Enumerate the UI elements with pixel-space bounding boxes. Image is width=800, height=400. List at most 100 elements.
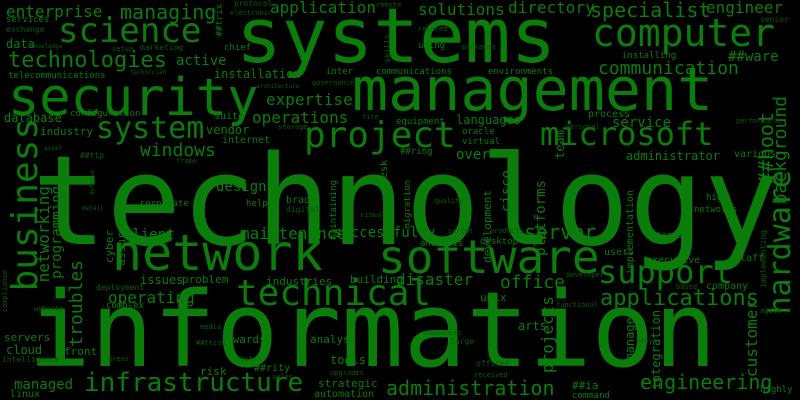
word-brad: brad <box>286 195 311 206</box>
word-directory: directory <box>508 0 595 17</box>
word-engineering: engineering <box>640 370 773 394</box>
word-risk: risk <box>200 365 227 378</box>
word-information: information <box>28 269 717 391</box>
word-integration: integration <box>649 310 663 390</box>
word-technologies: technologies <box>8 48 167 73</box>
word-detail: detail <box>82 205 104 212</box>
word-developer: developer <box>566 271 604 279</box>
word-migration: migration <box>403 180 413 229</box>
word-using: using <box>418 41 446 51</box>
word-troubles: troubles <box>66 260 87 347</box>
word-project: project <box>304 115 456 156</box>
word-maintenance: maintenance <box>240 224 346 243</box>
word-deployment: deployment <box>96 283 145 292</box>
word-functional: functional <box>556 301 599 309</box>
word-highly: highly <box>760 385 793 395</box>
word-microsoft: microsoft <box>540 115 714 153</box>
word-large: large <box>450 337 475 346</box>
word-agile: agile <box>760 307 782 315</box>
word-linux: linux <box>10 389 41 400</box>
word-ware: ##ware <box>728 49 779 65</box>
word-compliance: compliance <box>1 270 9 313</box>
word-marketing: marketing <box>140 43 184 52</box>
word-application: application <box>270 0 376 17</box>
word-complex: complex <box>106 301 144 311</box>
word-internet: internet <box>222 135 271 146</box>
word-frame: frame <box>176 157 198 165</box>
word-solutions: solutions <box>418 0 505 19</box>
word-knowledge: knowledge <box>30 43 63 50</box>
word-services: services <box>6 15 50 25</box>
word-communication: communication <box>598 58 739 79</box>
word-industry: industry <box>40 125 93 138</box>
word-ttp: ##ttp <box>80 151 105 160</box>
word-upgrades: upgrades <box>330 369 364 377</box>
word-rity: ##rity <box>254 363 291 374</box>
word-kenya: kenya <box>636 337 658 345</box>
word-issues: issues <box>140 273 184 287</box>
word-vendor: vendor <box>206 123 250 137</box>
word-specialist: specialist <box>590 0 711 22</box>
word-website: website <box>34 305 64 313</box>
word-products: products <box>490 227 524 235</box>
word-technician: technician <box>130 69 167 76</box>
word-script: script <box>448 227 474 235</box>
word-executive: executive <box>646 255 701 266</box>
word-environments: environments <box>488 67 554 77</box>
word-trix: ##trix <box>215 4 225 37</box>
word-service: service <box>612 115 672 131</box>
word-oracle: oracle <box>462 127 495 137</box>
word-operations: operations <box>252 108 349 127</box>
word-arts: arts <box>518 319 547 333</box>
word-over: over <box>456 147 490 163</box>
word-communications: communications <box>376 67 452 77</box>
word-customer: customer <box>742 300 761 378</box>
word-industries: industries <box>266 275 333 288</box>
word-platforms: platforms <box>533 180 549 256</box>
word-installation: installation <box>214 67 301 81</box>
word-teams: teams <box>656 231 684 241</box>
word-analyst: analyst <box>310 333 357 346</box>
word-areas: areas <box>108 355 130 363</box>
word-technology: technology <box>32 130 779 274</box>
word-assurance: assurance <box>115 206 128 266</box>
word-corporate: corporate <box>140 199 189 209</box>
word-process: process <box>588 109 631 120</box>
word-intelligence: intelligence <box>2 355 60 364</box>
word-cisco: cisco <box>499 170 515 213</box>
word-design: design <box>216 179 267 195</box>
word-equipment: equipment <box>396 117 445 127</box>
word-analysis: analysis <box>420 239 464 249</box>
word-infrastructure: infrastructure <box>84 368 304 398</box>
word-implementing: implementing <box>759 230 768 288</box>
word-administration: administration <box>386 376 555 400</box>
word-manager: manager <box>623 310 637 361</box>
word-visual: visual <box>360 211 386 219</box>
word-users: users <box>604 247 635 258</box>
word-quality: quality <box>434 197 464 205</box>
word-programming: programming <box>49 186 65 279</box>
word-defense: defense <box>89 170 96 196</box>
word-projects: projects <box>538 296 557 374</box>
word-maintaining: maintaining <box>329 180 339 240</box>
word-received: received <box>474 371 508 379</box>
word-packages: packages <box>462 43 496 51</box>
word-related: related <box>418 25 448 33</box>
word-installing: installing <box>622 51 677 61</box>
word-database: database <box>4 111 62 125</box>
word-computer: computer <box>592 11 776 55</box>
word-storage: storage <box>278 123 308 131</box>
word-data: data <box>6 37 35 51</box>
word-sales: sales <box>272 373 294 381</box>
word-high: high <box>706 193 728 203</box>
word-cloud: cloud <box>6 343 43 357</box>
word-exchange: exchange <box>6 25 45 34</box>
word-managing: managing <box>120 0 217 24</box>
word-windows: windows <box>140 140 216 161</box>
word-ia: ##ia <box>572 379 599 392</box>
word-tools: tools <box>330 353 367 367</box>
word-problem: problem <box>182 273 229 286</box>
word-based: based <box>676 283 698 291</box>
word-virtual: virtual <box>462 137 500 147</box>
